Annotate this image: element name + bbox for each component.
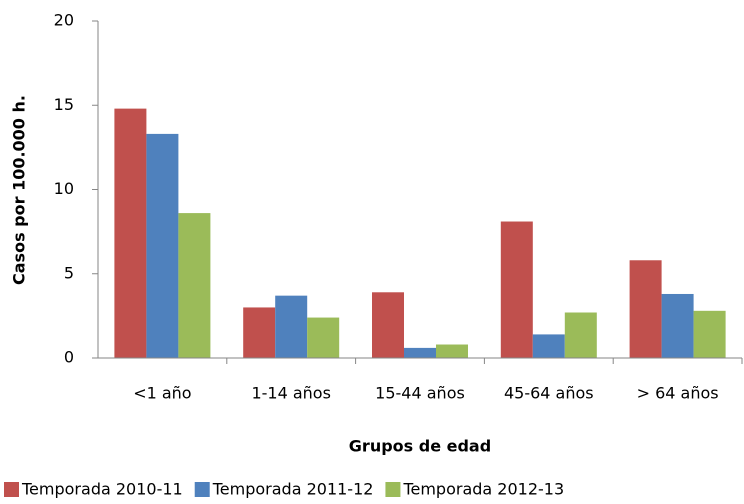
- y-tick-label: 10: [54, 179, 74, 198]
- legend-swatch: [385, 482, 401, 497]
- bar: [178, 213, 211, 358]
- bar: [564, 312, 597, 358]
- bar: [114, 108, 147, 359]
- bar: [500, 221, 533, 358]
- legend-label: Temporada 2010-11: [21, 480, 183, 499]
- x-tick-label: <1 año: [133, 384, 191, 403]
- x-axis-label: Grupos de edad: [349, 437, 491, 456]
- x-tick-label: > 64 años: [637, 384, 719, 403]
- bar: [275, 295, 308, 358]
- bar: [661, 293, 694, 358]
- x-tick-label: 15-44 años: [375, 384, 465, 403]
- bar: [404, 347, 436, 358]
- x-tick-label: 1-14 años: [251, 384, 330, 403]
- bar: [307, 317, 340, 358]
- y-tick-label: 0: [64, 348, 74, 367]
- bar: [146, 133, 179, 358]
- x-tick-label: 45-64 años: [504, 384, 594, 403]
- legend-swatch: [4, 482, 19, 497]
- y-tick-label: 15: [54, 95, 74, 114]
- bar: [532, 334, 565, 358]
- legend-label: Temporada 2012-13: [402, 480, 564, 499]
- bar: [629, 260, 662, 358]
- bar: [436, 344, 468, 358]
- legend-label: Temporada 2011-12: [212, 480, 374, 499]
- bar: [693, 310, 726, 358]
- bar: [372, 292, 404, 358]
- legend-swatch: [194, 482, 210, 497]
- y-tick-label: 5: [64, 263, 74, 282]
- bar: [243, 307, 276, 358]
- y-tick-label: 20: [54, 11, 74, 30]
- y-axis-label: Casos por 100.000 h.: [10, 95, 29, 285]
